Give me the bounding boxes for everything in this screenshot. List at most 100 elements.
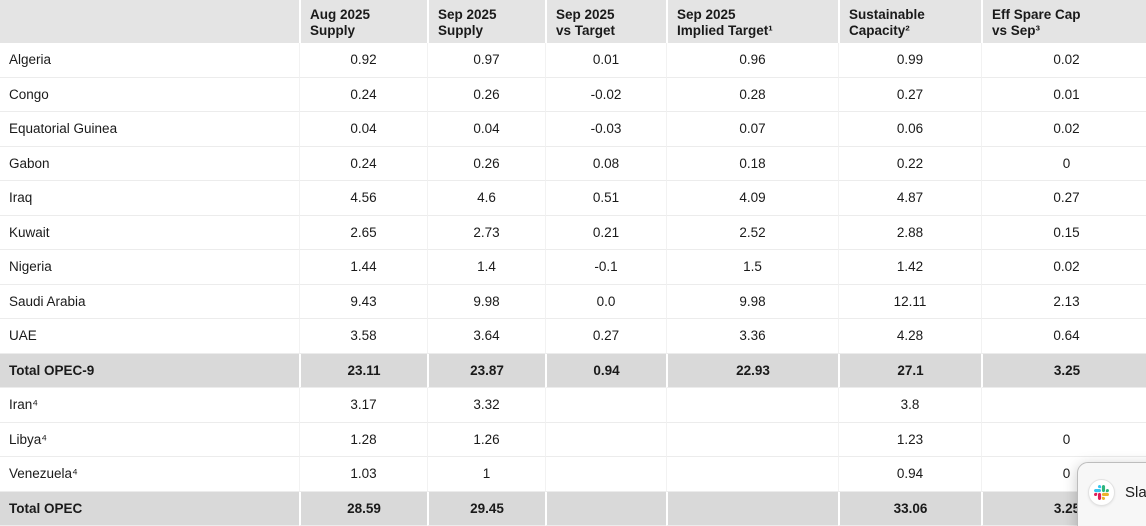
row-value-sep-2025-implied-target: 22.93	[666, 353, 838, 388]
row-value-aug-2025-supply: 0.24	[299, 146, 427, 181]
column-header-eff-spare-cap-vs-sep: Eff Spare Cap vs Sep³	[981, 0, 1146, 43]
row-value-eff-spare-cap-vs-sep: 0.01	[981, 77, 1146, 112]
table-body: Algeria 0.92 0.97 0.01 0.96 0.99 0.02 Congo 0…	[0, 43, 1146, 526]
row-value-aug-2025-supply: 0.24	[299, 77, 427, 112]
row-value-sep-2025-implied-target: 0.18	[666, 146, 838, 181]
table-row: Congo 0.24 0.26 -0.02 0.28 0.27 0.01	[0, 77, 1146, 112]
corner-header-cell	[0, 0, 299, 43]
slack-logo-icon	[1088, 479, 1115, 506]
column-header-sep-2025-vs-target: Sep 2025 vs Target	[545, 0, 666, 43]
row-label: Saudi Arabia	[0, 284, 299, 319]
row-value-aug-2025-supply: 4.56	[299, 181, 427, 216]
table-row: Venezuela⁴ 1.03 1 0.94 0	[0, 457, 1146, 492]
row-value-sep-2025-supply: 3.64	[427, 319, 545, 354]
row-value-sep-2025-implied-target: 4.09	[666, 181, 838, 216]
column-header-sep-2025-supply: Sep 2025 Supply	[427, 0, 545, 43]
row-value-aug-2025-supply: 1.28	[299, 422, 427, 457]
row-value-sep-2025-supply: 1.26	[427, 422, 545, 457]
row-value-eff-spare-cap-vs-sep: 3.25	[981, 353, 1146, 388]
row-value-aug-2025-supply: 3.17	[299, 388, 427, 423]
row-value-eff-spare-cap-vs-sep: 0.15	[981, 215, 1146, 250]
table-row: Iraq 4.56 4.6 0.51 4.09 4.87 0.27	[0, 181, 1146, 216]
row-value-eff-spare-cap-vs-sep: 0.02	[981, 43, 1146, 78]
row-value-aug-2025-supply: 9.43	[299, 284, 427, 319]
row-value-sep-2025-implied-target: 3.36	[666, 319, 838, 354]
row-value-eff-spare-cap-vs-sep: 0.64	[981, 319, 1146, 354]
row-label: Gabon	[0, 146, 299, 181]
row-value-sep-2025-supply: 0.26	[427, 77, 545, 112]
row-label: Algeria	[0, 43, 299, 78]
row-value-sep-2025-supply: 9.98	[427, 284, 545, 319]
row-value-sustainable-capacity: 0.27	[838, 77, 981, 112]
table-row: Total OPEC-9 23.11 23.87 0.94 22.93 27.1 3.25	[0, 353, 1146, 388]
row-value-sep-2025-implied-target	[666, 491, 838, 526]
row-value-sep-2025-vs-target: 0.94	[545, 353, 666, 388]
row-value-aug-2025-supply: 1.44	[299, 250, 427, 285]
row-label: Venezuela⁴	[0, 457, 299, 492]
row-value-sep-2025-supply: 1	[427, 457, 545, 492]
row-label: Iran⁴	[0, 388, 299, 423]
row-value-sep-2025-implied-target	[666, 422, 838, 457]
table-row: Gabon 0.24 0.26 0.08 0.18 0.22 0	[0, 146, 1146, 181]
row-value-sustainable-capacity: 0.06	[838, 112, 981, 147]
row-value-sustainable-capacity: 4.28	[838, 319, 981, 354]
table-row: Iran⁴ 3.17 3.32 3.8	[0, 388, 1146, 423]
row-value-sep-2025-supply: 1.4	[427, 250, 545, 285]
row-value-sep-2025-implied-target: 0.96	[666, 43, 838, 78]
row-value-sep-2025-vs-target	[545, 388, 666, 423]
table-row: UAE 3.58 3.64 0.27 3.36 4.28 0.64	[0, 319, 1146, 354]
row-value-sustainable-capacity: 2.88	[838, 215, 981, 250]
row-value-sep-2025-implied-target: 0.28	[666, 77, 838, 112]
row-value-sep-2025-supply: 0.26	[427, 146, 545, 181]
row-label: Congo	[0, 77, 299, 112]
table-row: Saudi Arabia 9.43 9.98 0.0 9.98 12.11 2.13	[0, 284, 1146, 319]
slack-notification-app-name: Slack	[1125, 484, 1146, 501]
row-label: Total OPEC	[0, 491, 299, 526]
row-value-aug-2025-supply: 0.04	[299, 112, 427, 147]
table-row: Algeria 0.92 0.97 0.01 0.96 0.99 0.02	[0, 43, 1146, 78]
row-value-sep-2025-vs-target: 0.0	[545, 284, 666, 319]
row-value-sustainable-capacity: 4.87	[838, 181, 981, 216]
row-value-sep-2025-implied-target: 2.52	[666, 215, 838, 250]
row-value-sep-2025-vs-target	[545, 491, 666, 526]
row-value-sep-2025-vs-target: 0.21	[545, 215, 666, 250]
row-value-sustainable-capacity: 0.94	[838, 457, 981, 492]
row-value-sep-2025-supply: 23.87	[427, 353, 545, 388]
row-value-sep-2025-vs-target: 0.08	[545, 146, 666, 181]
row-value-sep-2025-vs-target: 0.51	[545, 181, 666, 216]
slack-notification-popup[interactable]: Slack	[1077, 462, 1146, 526]
table-row: Libya⁴ 1.28 1.26 1.23 0	[0, 422, 1146, 457]
row-value-sep-2025-vs-target	[545, 457, 666, 492]
row-label: Equatorial Guinea	[0, 112, 299, 147]
row-value-sustainable-capacity: 1.23	[838, 422, 981, 457]
row-value-sep-2025-vs-target: -0.03	[545, 112, 666, 147]
row-value-sustainable-capacity: 0.99	[838, 43, 981, 78]
column-header-aug-2025-supply: Aug 2025 Supply	[299, 0, 427, 43]
row-value-aug-2025-supply: 28.59	[299, 491, 427, 526]
row-value-aug-2025-supply: 1.03	[299, 457, 427, 492]
row-value-aug-2025-supply: 23.11	[299, 353, 427, 388]
row-value-eff-spare-cap-vs-sep: 0	[981, 146, 1146, 181]
row-label: UAE	[0, 319, 299, 354]
row-value-sep-2025-supply: 0.04	[427, 112, 545, 147]
row-value-eff-spare-cap-vs-sep: 0.27	[981, 181, 1146, 216]
row-value-sep-2025-supply: 0.97	[427, 43, 545, 78]
column-header-sustainable-capacity: Sustainable Capacity²	[838, 0, 981, 43]
row-value-sep-2025-supply: 29.45	[427, 491, 545, 526]
row-value-eff-spare-cap-vs-sep: 0.02	[981, 250, 1146, 285]
row-value-eff-spare-cap-vs-sep: 0.02	[981, 112, 1146, 147]
row-value-aug-2025-supply: 0.92	[299, 43, 427, 78]
row-value-sustainable-capacity: 27.1	[838, 353, 981, 388]
row-value-sep-2025-implied-target: 1.5	[666, 250, 838, 285]
row-value-sep-2025-vs-target: 0.01	[545, 43, 666, 78]
row-value-eff-spare-cap-vs-sep: 0	[981, 422, 1146, 457]
row-value-sustainable-capacity: 1.42	[838, 250, 981, 285]
row-label: Nigeria	[0, 250, 299, 285]
row-value-sustainable-capacity: 33.06	[838, 491, 981, 526]
row-value-eff-spare-cap-vs-sep	[981, 388, 1146, 423]
row-value-aug-2025-supply: 2.65	[299, 215, 427, 250]
table-row: Kuwait 2.65 2.73 0.21 2.52 2.88 0.15	[0, 215, 1146, 250]
row-value-sep-2025-vs-target	[545, 422, 666, 457]
